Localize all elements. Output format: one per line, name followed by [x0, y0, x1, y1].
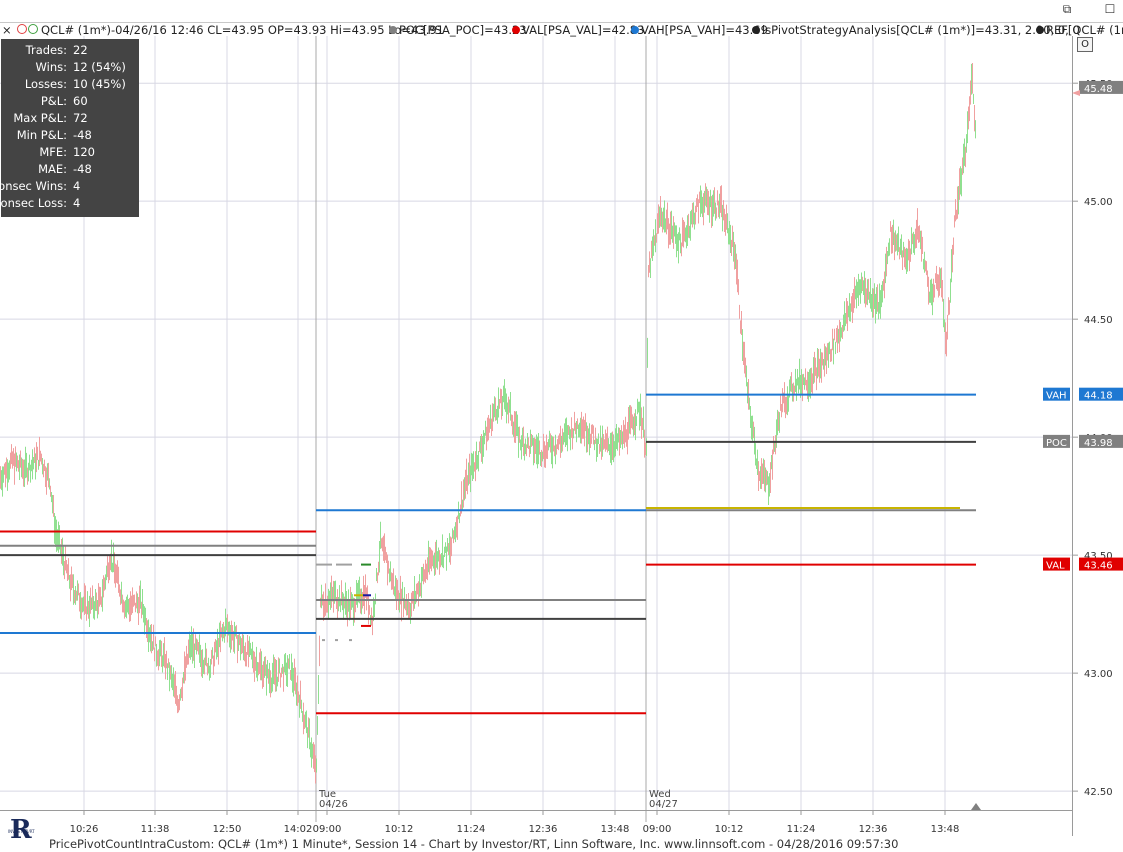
- stats-label: Losses:: [24, 77, 67, 91]
- x-tick-label: 10:12: [385, 824, 414, 835]
- stats-label: Consec Wins:: [0, 179, 67, 193]
- strategy-dot-icon: [752, 26, 760, 34]
- logo-bg: [8, 813, 42, 847]
- status-footer: PricePivotCountIntraCustom: QCL# (1m*) 1…: [49, 837, 899, 851]
- price-tag-value: 44.18: [1084, 391, 1113, 402]
- poc-readout: POC[PSA_POC]=43.23: [399, 23, 527, 37]
- x-tick-label: 09:00: [313, 824, 342, 835]
- session-day-label: Wed: [649, 789, 671, 800]
- price-tag-value: 43.46: [1084, 561, 1113, 572]
- strategy-readout: lsPivotStrategyAnalysis[QCL# (1m*)]=43.3…: [762, 23, 1080, 37]
- maximize-window-button[interactable]: ☐: [1104, 2, 1116, 16]
- stats-label: MFE:: [39, 145, 67, 159]
- session-day-label: Tue: [318, 789, 336, 800]
- chart-header: [0, 0, 1123, 36]
- x-tick-label: 10:26: [70, 824, 99, 835]
- last-price-arrow-icon: [1072, 90, 1080, 96]
- symbol-indicator-icon: [17, 23, 38, 37]
- strategy-stats-panel: Trades: 22 Wins: 12 (54%) Losses: 10 (45%) P&L…: [0, 39, 139, 217]
- price-tag-name: POC: [1046, 438, 1067, 449]
- y-tick-label: 45.00: [1084, 197, 1113, 208]
- stats-row: Max P&L: 72: [1, 110, 139, 127]
- ref-readout: REF[QCL# (1m: [1046, 23, 1123, 37]
- header-ref-indicator[interactable]: REF[QCL# (1m: [1036, 23, 1123, 37]
- stats-row: Consec Wins: 4: [0, 178, 139, 195]
- logo-wordmark: INVESTOR/RT: [8, 829, 35, 834]
- stats-value: 4: [73, 179, 81, 193]
- price-tag-bg: [1079, 80, 1123, 94]
- stats-label: MAE:: [38, 162, 67, 176]
- price-tag-name-bg: [1043, 434, 1070, 448]
- stats-value: 12 (54%): [73, 60, 126, 74]
- investor-rt-logo-icon: R: [10, 815, 32, 845]
- x-tick-label: 11:38: [141, 824, 170, 835]
- x-tick-label: 13:48: [931, 824, 960, 835]
- price-tag-value: 45.48: [1084, 84, 1113, 95]
- stats-value: 10 (45%): [73, 77, 126, 91]
- header-poc-indicator[interactable]: POC[PSA_POC]=43.23: [389, 23, 527, 37]
- y-tick-label: 42.50: [1084, 787, 1113, 798]
- stats-value: -48: [73, 162, 92, 176]
- session-date-label: 04/26: [319, 799, 348, 810]
- stats-value: 72: [73, 111, 88, 125]
- header-vah-indicator[interactable]: VAH[PSA_VAH]=43.69: [631, 23, 768, 37]
- x-tick-label: 12:36: [529, 824, 558, 835]
- stats-value: -48: [73, 128, 92, 142]
- stats-label: Wins:: [35, 60, 67, 74]
- stats-value: 4: [73, 196, 81, 210]
- stats-value: 60: [73, 94, 88, 108]
- val-dot-icon: [512, 26, 520, 34]
- header-divider: [0, 22, 1123, 23]
- x-tick-label: 12:50: [213, 824, 242, 835]
- x-tick-label: 14:02: [284, 824, 313, 835]
- stats-row: P&L: 60: [1, 93, 139, 110]
- price-tag-name: VAH: [1046, 391, 1067, 402]
- stats-row: Consec Loss: 4: [0, 195, 139, 212]
- close-icon[interactable]: ×: [2, 23, 12, 37]
- ref-dot-icon: [1036, 26, 1044, 34]
- vah-readout: VAH[PSA_VAH]=43.69: [641, 23, 768, 37]
- header-symbol-info: QCL# (1m*)-04/26/16 12:46 CL=43.95 OP=43…: [41, 23, 444, 37]
- price-tag-name-bg: [1043, 557, 1070, 571]
- x-tick-label: 13:48: [601, 824, 630, 835]
- stats-row: Min P&L: -48: [1, 127, 139, 144]
- session-date-label: 04/27: [649, 799, 678, 810]
- poc-dot-icon: [389, 26, 397, 34]
- stats-label: Consec Loss:: [0, 196, 67, 210]
- price-tag-value: 43.98: [1084, 438, 1113, 449]
- header-strategy-indicator[interactable]: lsPivotStrategyAnalysis[QCL# (1m*)]=43.3…: [752, 23, 1080, 37]
- x-tick-label: 12:36: [859, 824, 888, 835]
- stats-label: Trades:: [25, 43, 67, 57]
- stats-label: P&L:: [40, 94, 67, 108]
- price-tag-name-bg: [1043, 387, 1070, 401]
- x-tick-label: 10:12: [715, 824, 744, 835]
- y-tick-label: 44.50: [1084, 315, 1113, 326]
- stats-row: Losses: 10 (45%): [1, 76, 139, 93]
- stats-row: Wins: 12 (54%): [1, 59, 139, 76]
- x-tick-label: 09:00: [643, 824, 672, 835]
- x-tick-label: 11:24: [787, 824, 816, 835]
- y-tick-label: 43.50: [1084, 551, 1113, 562]
- x-tick-label: 11:24: [457, 824, 486, 835]
- scroll-marker-icon[interactable]: [971, 803, 981, 810]
- header-val-indicator[interactable]: VAL[PSA_VAL]=42.83: [512, 23, 644, 37]
- val-readout: VAL[PSA_VAL]=42.83: [522, 23, 645, 37]
- vah-dot-icon: [631, 26, 639, 34]
- stats-value: 22: [73, 43, 88, 57]
- stats-row: MAE: -48: [1, 161, 139, 178]
- stats-label: Max P&L:: [13, 111, 67, 125]
- options-button[interactable]: O: [1077, 37, 1093, 52]
- restore-window-button[interactable]: ⧉: [1062, 2, 1072, 16]
- price-tag-bg: [1079, 557, 1123, 571]
- price-tag-name: VAL: [1046, 561, 1065, 572]
- price-tag-bg: [1079, 434, 1123, 448]
- price-tag-bg: [1079, 387, 1123, 401]
- y-tick-label: 43.00: [1084, 669, 1113, 680]
- stats-value: 120: [73, 145, 95, 159]
- stats-label: Min P&L:: [16, 128, 67, 142]
- stats-row: Trades: 22: [1, 42, 139, 59]
- stats-row: MFE: 120: [1, 144, 139, 161]
- price-bars: [0, 63, 976, 784]
